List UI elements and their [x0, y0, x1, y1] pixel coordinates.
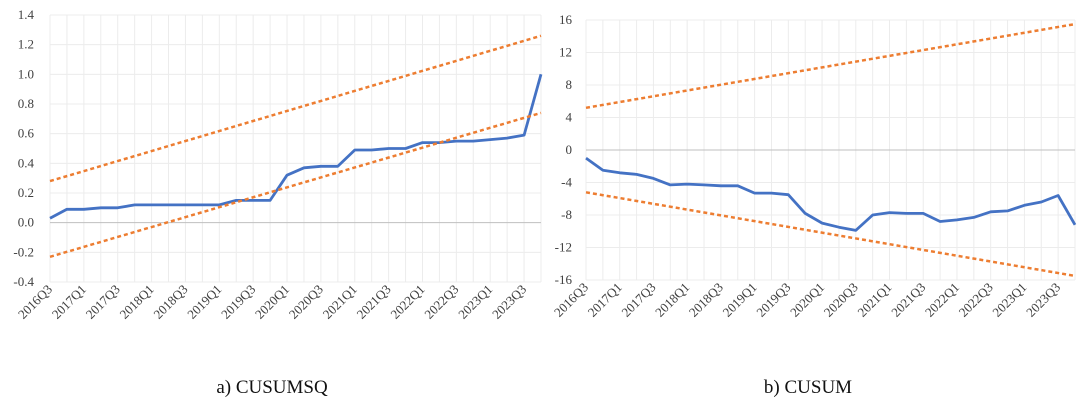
x-tick-label: 2017Q1: [49, 282, 89, 322]
y-tick-label: 16: [559, 12, 573, 27]
y-tick-label: 0.2: [18, 185, 34, 200]
y-tick-label: 0.0: [18, 215, 34, 230]
x-tick-label: 2023Q1: [455, 282, 495, 322]
y-tick-label: -0.2: [13, 244, 34, 259]
y-tick-label: 12: [559, 45, 572, 60]
x-tick-label: 2020Q1: [252, 282, 292, 322]
x-tick-label: 2018Q3: [150, 282, 190, 322]
lower-bound-line: [585, 191, 1076, 278]
x-tick-label: 2019Q1: [720, 280, 760, 320]
x-tick-label: 2023Q3: [489, 282, 529, 322]
y-tick-label: -4: [561, 175, 572, 190]
x-tick-label: 2019Q3: [753, 280, 793, 320]
upper-bound-line: [585, 22, 1076, 110]
x-tick-label: 2018Q1: [652, 280, 692, 320]
y-tick-label: 8: [566, 77, 573, 92]
x-tick-label: 2018Q3: [686, 280, 726, 320]
x-tick-label: 2017Q3: [83, 282, 123, 322]
caption-cusumsq: a) CUSUMSQ: [216, 377, 328, 398]
x-tick-label: 2018Q1: [116, 282, 156, 322]
x-tick-label: 2021Q3: [354, 282, 394, 322]
x-tick-label: 2022Q1: [922, 280, 962, 320]
y-tick-label: 1.2: [18, 37, 34, 52]
x-tick-label: 2021Q1: [320, 282, 360, 322]
y-tick-label: 4: [566, 110, 573, 125]
caption-cusum: b) CUSUM: [764, 377, 852, 398]
statistic-line: [49, 73, 543, 220]
x-tick-label: 2017Q3: [618, 280, 658, 320]
y-tick-label: -0.4: [13, 274, 34, 289]
y-tick-label: -12: [555, 240, 572, 255]
y-tick-label: 0.4: [18, 155, 35, 170]
y-tick-label: 1.0: [18, 66, 34, 81]
y-tick-label: -8: [561, 207, 572, 222]
x-tick-label: 2019Q3: [218, 282, 258, 322]
x-tick-label: 2023Q3: [1023, 280, 1063, 320]
lower-bound-line: [49, 111, 542, 258]
x-tick-label: 2020Q3: [286, 282, 326, 322]
x-tick-label: 2021Q3: [888, 280, 928, 320]
x-tick-label: 2021Q1: [854, 280, 894, 320]
x-tick-label: 2023Q1: [989, 280, 1029, 320]
x-tick-label: 2022Q1: [387, 282, 427, 322]
x-tick-label: 2020Q1: [787, 280, 827, 320]
y-tick-label: 1.4: [18, 7, 35, 22]
y-tick-label: 0: [566, 142, 573, 157]
upper-bound-line: [49, 34, 542, 183]
y-tick-label: 0.8: [18, 96, 34, 111]
y-tick-label: -16: [555, 272, 573, 287]
x-tick-label: 2019Q1: [184, 282, 224, 322]
x-tick-label: 2022Q3: [956, 280, 996, 320]
y-tick-label: 0.6: [18, 126, 35, 141]
x-tick-label: 2022Q3: [421, 282, 461, 322]
statistic-line: [585, 156, 1077, 232]
cusum-chart: -16-12-8-404812162016Q32017Q12017Q32018Q…: [551, 12, 1077, 320]
cusumsq-chart: -0.4-0.20.00.20.40.60.81.01.21.42016Q320…: [13, 7, 543, 322]
x-tick-label: 2017Q1: [585, 280, 625, 320]
x-tick-label: 2020Q3: [821, 280, 861, 320]
